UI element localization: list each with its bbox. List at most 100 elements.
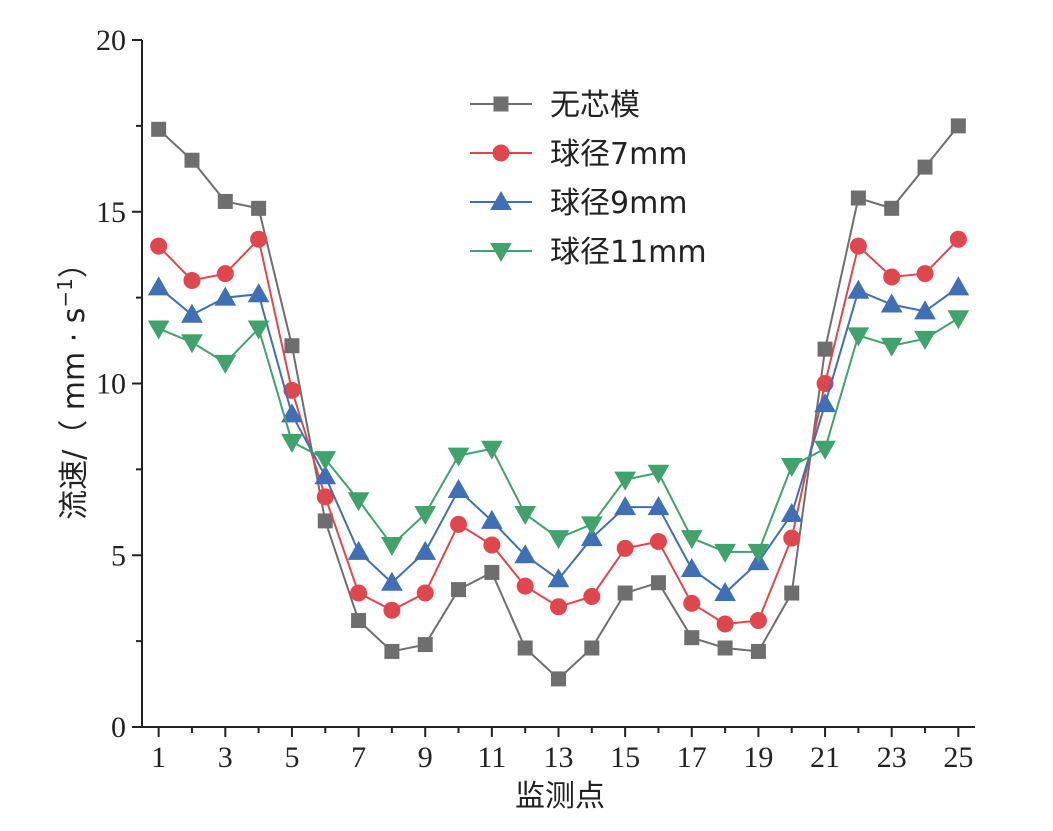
x-tick-label: 23 <box>877 741 907 774</box>
x-tick-label: 7 <box>351 741 366 774</box>
legend-entry: 球径7mm <box>470 137 688 172</box>
data-point <box>949 230 967 248</box>
data-point <box>680 557 703 577</box>
series-line <box>158 317 959 553</box>
y-tick-label: 0 <box>111 711 126 744</box>
data-point <box>317 513 333 529</box>
x-tick-label: 5 <box>284 741 299 774</box>
data-point <box>814 440 836 460</box>
data-point <box>350 584 368 602</box>
data-point <box>381 536 403 556</box>
data-point <box>281 403 303 423</box>
data-point <box>480 440 503 460</box>
legend-entry: 球径11mm <box>470 235 707 270</box>
data-point <box>383 601 401 619</box>
data-point <box>580 527 603 547</box>
data-point <box>947 310 970 330</box>
data-point <box>916 265 934 283</box>
data-point <box>747 543 770 563</box>
data-point <box>447 478 470 498</box>
y-ticks: 0 5 10 15 20 <box>96 24 142 744</box>
x-tick-label: 13 <box>544 741 574 774</box>
data-point <box>647 496 670 516</box>
data-point <box>914 300 936 320</box>
data-point <box>547 530 570 550</box>
y-tick-label: 15 <box>96 196 126 229</box>
x-tick-label: 17 <box>677 741 707 774</box>
data-point <box>347 540 370 560</box>
data-point <box>414 540 437 560</box>
data-point <box>780 503 803 523</box>
data-point <box>583 587 601 605</box>
x-tick-label: 3 <box>218 741 233 774</box>
data-point <box>417 637 433 653</box>
data-point <box>580 516 603 536</box>
data-point <box>284 338 300 354</box>
data-point <box>716 615 734 633</box>
x-tick-label: 1 <box>151 741 166 774</box>
data-point <box>451 582 467 598</box>
data-point <box>147 320 170 340</box>
data-point <box>314 465 337 485</box>
data-point <box>884 200 900 216</box>
data-point <box>381 571 403 591</box>
data-point <box>749 612 767 630</box>
x-tick-label: 11 <box>477 741 506 774</box>
data-point <box>151 121 167 137</box>
data-point <box>847 279 870 299</box>
data-point <box>384 643 400 659</box>
data-point <box>450 515 468 533</box>
series-3 <box>147 276 970 602</box>
data-point <box>649 533 667 551</box>
data-point <box>814 393 836 413</box>
data-point <box>617 585 633 601</box>
legend-label: 无芯模 <box>550 88 640 123</box>
data-point <box>783 529 801 547</box>
data-point <box>217 193 233 209</box>
data-point <box>416 584 434 602</box>
data-point <box>214 354 237 374</box>
data-point <box>183 271 201 289</box>
legend-marker <box>493 96 509 112</box>
legend-label: 球径11mm <box>550 235 707 270</box>
data-point <box>516 577 534 595</box>
data-point <box>216 265 234 283</box>
data-point <box>714 582 736 602</box>
x-tick-label: 19 <box>743 741 773 774</box>
data-point <box>483 536 501 554</box>
data-point <box>614 471 637 491</box>
x-tick-label: 21 <box>810 741 840 774</box>
data-point <box>647 464 670 484</box>
data-point <box>250 230 268 248</box>
series-4 <box>147 310 970 563</box>
data-point <box>714 543 736 563</box>
data-point <box>947 276 970 296</box>
data-point <box>281 433 303 453</box>
data-point <box>514 506 537 526</box>
y-axis-title-superscript: −1 <box>53 278 77 307</box>
data-point <box>680 530 703 550</box>
data-point <box>880 337 903 357</box>
data-point <box>484 564 500 580</box>
y-tick-label: 5 <box>111 539 126 572</box>
data-point <box>550 598 567 616</box>
legend-marker <box>492 144 510 162</box>
data-point <box>414 506 437 526</box>
data-point <box>883 268 901 286</box>
data-point <box>847 327 870 347</box>
data-point <box>817 341 833 357</box>
y-tick-label: 20 <box>96 24 126 57</box>
legend-marker <box>490 190 512 210</box>
y-axis-title: 流速/（ mm · s−1） <box>53 248 92 520</box>
data-point <box>717 640 733 656</box>
data-point <box>351 613 367 629</box>
legend-entry: 球径9mm <box>470 186 688 221</box>
data-point <box>214 286 237 306</box>
series-1 <box>151 118 966 687</box>
data-point <box>547 568 570 588</box>
data-point <box>184 152 200 168</box>
legend-entry: 无芯模 <box>470 88 640 123</box>
data-point <box>181 334 203 354</box>
